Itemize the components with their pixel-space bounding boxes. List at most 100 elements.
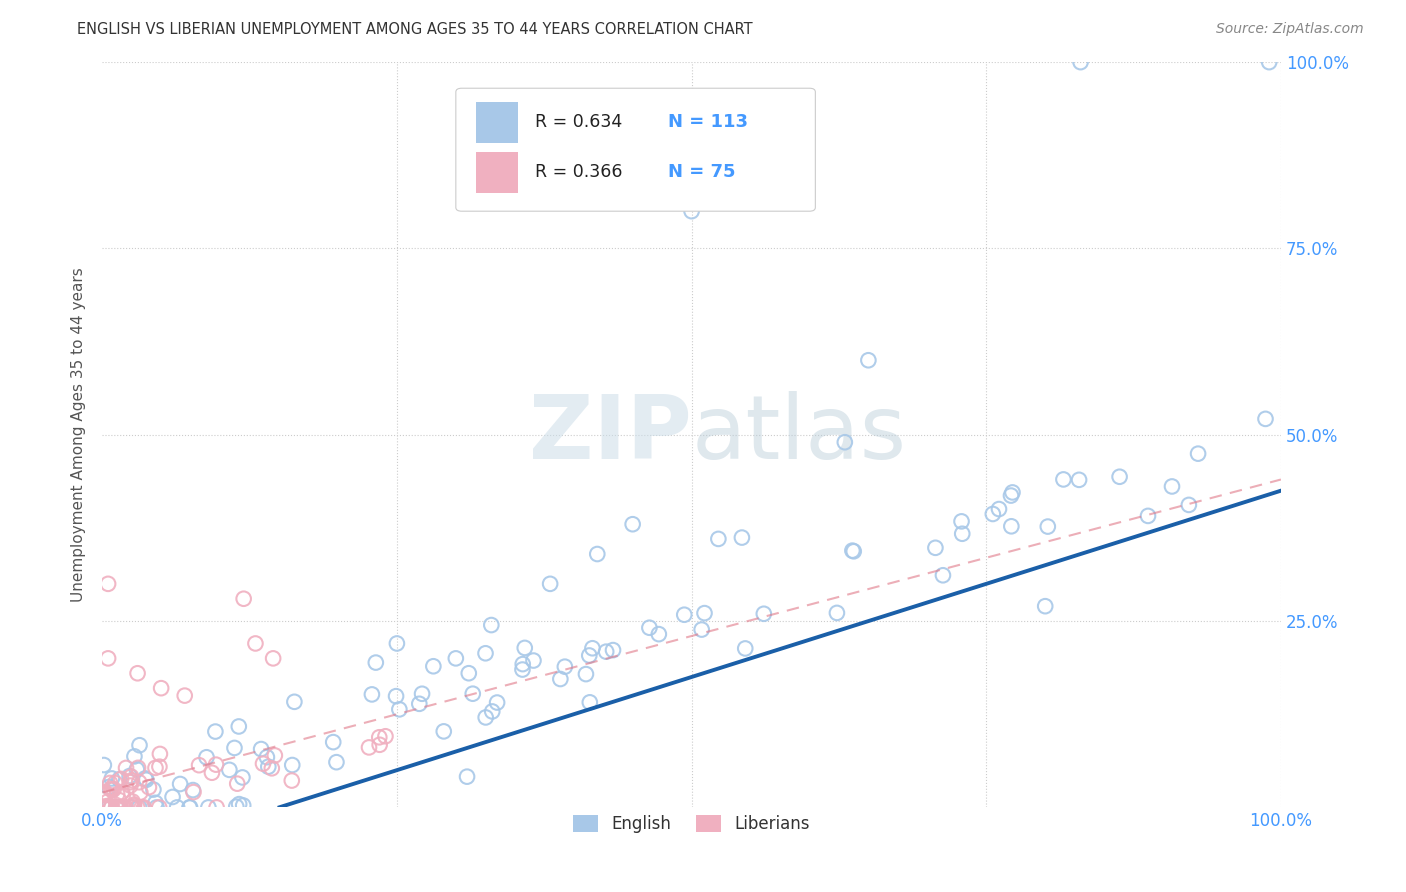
Point	[205, 800, 228, 814]
Point	[1036, 519, 1059, 533]
Point	[512, 657, 534, 672]
Point	[120, 779, 142, 793]
Point	[283, 695, 305, 709]
Point	[107, 800, 129, 814]
Point	[522, 654, 544, 668]
Point	[118, 769, 141, 783]
Point	[932, 568, 955, 582]
Point	[581, 641, 603, 656]
Point	[575, 667, 598, 681]
Point	[179, 800, 201, 814]
Point	[97, 780, 120, 794]
Point	[673, 607, 696, 622]
Point	[111, 789, 134, 803]
Point	[638, 621, 661, 635]
Point	[602, 643, 624, 657]
Point	[93, 800, 115, 814]
Point	[752, 607, 775, 621]
Point	[981, 507, 1004, 521]
Text: Source: ZipAtlas.com: Source: ZipAtlas.com	[1216, 22, 1364, 37]
Point	[101, 783, 124, 797]
Text: ZIP: ZIP	[529, 392, 692, 478]
Text: N = 113: N = 113	[668, 112, 748, 131]
Point	[181, 783, 204, 797]
Point	[108, 800, 131, 814]
Point	[262, 651, 284, 665]
Point	[105, 800, 128, 814]
Point	[100, 800, 122, 814]
Point	[124, 749, 146, 764]
Point	[1258, 55, 1281, 70]
Point	[201, 765, 224, 780]
Point	[422, 659, 444, 673]
Point	[681, 204, 703, 219]
Point	[114, 800, 136, 814]
Point	[94, 785, 117, 799]
Point	[1001, 485, 1024, 500]
Point	[411, 687, 433, 701]
Point	[858, 353, 880, 368]
Point	[374, 729, 396, 743]
Point	[474, 710, 496, 724]
Point	[1033, 599, 1056, 614]
Point	[225, 799, 247, 814]
Point	[433, 724, 456, 739]
Point	[93, 800, 115, 814]
Point	[121, 800, 143, 814]
Point	[148, 800, 170, 814]
Point	[1000, 519, 1022, 533]
Point	[444, 651, 467, 665]
Point	[260, 761, 283, 775]
Point	[228, 719, 250, 733]
Point	[385, 689, 408, 703]
Point	[690, 623, 713, 637]
Point	[188, 758, 211, 772]
Point	[842, 544, 865, 558]
Point	[385, 636, 408, 650]
Point	[256, 750, 278, 764]
Point	[197, 800, 219, 814]
Point	[578, 695, 600, 709]
Point	[731, 531, 754, 545]
Point	[145, 796, 167, 810]
Point	[169, 777, 191, 791]
Point	[121, 800, 143, 814]
Point	[456, 770, 478, 784]
Point	[950, 526, 973, 541]
Text: R = 0.634: R = 0.634	[534, 112, 621, 131]
Point	[122, 798, 145, 813]
Legend: English, Liberians: English, Liberians	[567, 808, 817, 840]
Point	[512, 663, 534, 677]
Point	[550, 672, 572, 686]
Point	[103, 782, 125, 797]
Point	[513, 640, 536, 655]
Point	[121, 773, 143, 788]
Text: R = 0.366: R = 0.366	[534, 162, 623, 181]
Point	[224, 740, 246, 755]
Point	[108, 800, 131, 814]
Point	[322, 735, 344, 749]
Point	[98, 776, 121, 790]
Point	[104, 776, 127, 790]
Point	[108, 772, 131, 787]
Point	[204, 724, 226, 739]
FancyBboxPatch shape	[475, 152, 519, 193]
Point	[474, 646, 496, 660]
Point	[924, 541, 946, 555]
Point	[179, 800, 201, 814]
Point	[121, 795, 143, 809]
Point	[97, 800, 120, 814]
Point	[97, 577, 120, 591]
Point	[125, 763, 148, 777]
Point	[129, 785, 152, 799]
FancyBboxPatch shape	[456, 88, 815, 211]
Point	[148, 760, 170, 774]
FancyBboxPatch shape	[475, 102, 519, 143]
Point	[841, 543, 863, 558]
Point	[97, 800, 120, 814]
Point	[1000, 489, 1022, 503]
Point	[110, 772, 132, 786]
Point	[142, 782, 165, 797]
Point	[281, 758, 304, 772]
Point	[111, 800, 134, 814]
